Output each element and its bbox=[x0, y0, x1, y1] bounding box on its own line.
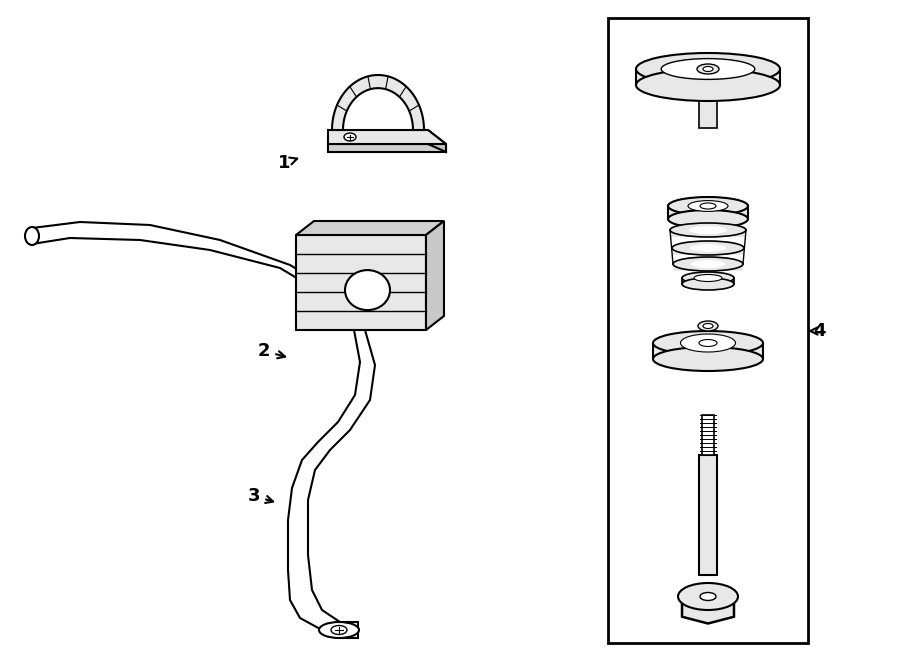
Bar bbox=[699, 85, 717, 128]
Polygon shape bbox=[636, 69, 780, 85]
Ellipse shape bbox=[703, 67, 713, 71]
Bar bbox=[673, 264, 743, 271]
Polygon shape bbox=[682, 596, 734, 623]
Text: 2: 2 bbox=[258, 342, 285, 360]
Ellipse shape bbox=[689, 226, 727, 234]
Ellipse shape bbox=[694, 274, 722, 282]
Polygon shape bbox=[426, 221, 444, 330]
Ellipse shape bbox=[344, 133, 356, 141]
Ellipse shape bbox=[673, 257, 743, 271]
Polygon shape bbox=[328, 130, 446, 144]
Text: 4: 4 bbox=[810, 322, 826, 340]
Ellipse shape bbox=[345, 270, 390, 310]
Bar bbox=[672, 248, 744, 255]
Ellipse shape bbox=[682, 272, 734, 284]
Ellipse shape bbox=[697, 64, 719, 74]
Ellipse shape bbox=[668, 210, 748, 228]
Ellipse shape bbox=[700, 592, 716, 600]
Ellipse shape bbox=[670, 223, 746, 237]
Bar bbox=[653, 343, 763, 359]
Polygon shape bbox=[296, 221, 444, 235]
Bar bbox=[670, 230, 746, 237]
Bar bbox=[682, 278, 734, 284]
Polygon shape bbox=[428, 130, 446, 152]
Text: 1: 1 bbox=[278, 154, 297, 172]
Ellipse shape bbox=[319, 622, 359, 638]
Ellipse shape bbox=[699, 340, 717, 346]
Ellipse shape bbox=[680, 334, 735, 352]
Bar bbox=[702, 415, 714, 455]
Ellipse shape bbox=[331, 625, 347, 635]
Ellipse shape bbox=[688, 200, 728, 212]
Ellipse shape bbox=[700, 203, 716, 209]
Ellipse shape bbox=[25, 227, 39, 245]
Ellipse shape bbox=[682, 278, 734, 290]
Ellipse shape bbox=[668, 197, 748, 215]
Bar bbox=[668, 206, 748, 219]
Ellipse shape bbox=[662, 59, 755, 79]
Ellipse shape bbox=[678, 583, 738, 610]
Ellipse shape bbox=[690, 244, 726, 252]
Polygon shape bbox=[32, 222, 375, 638]
Ellipse shape bbox=[703, 323, 713, 329]
Ellipse shape bbox=[653, 331, 763, 355]
Bar bbox=[699, 455, 717, 575]
Ellipse shape bbox=[698, 321, 718, 331]
Ellipse shape bbox=[672, 241, 744, 255]
Polygon shape bbox=[328, 144, 446, 152]
Ellipse shape bbox=[653, 347, 763, 371]
Polygon shape bbox=[332, 75, 424, 130]
Ellipse shape bbox=[636, 69, 780, 101]
Ellipse shape bbox=[636, 53, 780, 85]
Polygon shape bbox=[296, 235, 426, 330]
Bar bbox=[608, 18, 808, 643]
Text: 3: 3 bbox=[248, 487, 273, 505]
Ellipse shape bbox=[690, 260, 725, 268]
